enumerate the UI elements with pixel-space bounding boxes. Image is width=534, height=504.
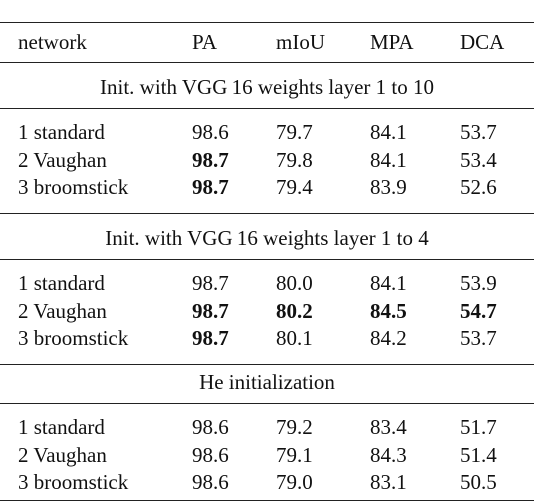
cell: 1 standard	[18, 271, 105, 295]
cell: 98.7	[192, 271, 229, 295]
cell: 98.7	[192, 147, 229, 172]
header-cell: MPA	[370, 30, 414, 54]
cell: 84.1	[370, 147, 407, 172]
cell: 50.5	[460, 470, 497, 494]
rule	[0, 500, 534, 501]
cell: 98.6	[192, 442, 229, 467]
cell: 54.7	[460, 298, 497, 323]
cell: 84.5	[370, 298, 407, 323]
rule	[0, 62, 534, 63]
cell: 79.7	[276, 120, 313, 144]
cell: 79.8	[276, 147, 313, 172]
section-title: Init. with VGG 16 weights layer 1 to 4	[105, 226, 429, 250]
rule	[0, 403, 534, 404]
cell: 98.6	[192, 120, 229, 144]
cell: 3 broomstick	[18, 470, 129, 494]
cell: 53.7	[460, 120, 497, 144]
cell: 79.0	[276, 470, 313, 494]
cell: 84.3	[370, 442, 407, 467]
cell: 98.7	[192, 175, 229, 199]
cell: 84.1	[370, 271, 407, 295]
cell: 2 Vaughan	[18, 442, 107, 467]
rule	[0, 259, 534, 260]
cell: 1 standard	[18, 120, 105, 144]
cell: 3 broomstick	[18, 326, 129, 350]
cell: 52.6	[460, 175, 497, 199]
cell: 83.9	[370, 175, 407, 199]
cell: 1 standard	[18, 415, 105, 439]
cell: 80.0	[276, 271, 313, 295]
header-cell: PA	[192, 30, 217, 54]
section-title: Init. with VGG 16 weights layer 1 to 10	[100, 75, 434, 99]
cell: 84.2	[370, 326, 407, 350]
cell: 79.1	[276, 442, 313, 467]
header-cell: DCA	[460, 30, 505, 54]
cell: 80.1	[276, 326, 313, 350]
cell: 51.7	[460, 415, 497, 439]
rule	[0, 22, 534, 23]
cell: 53.7	[460, 326, 497, 350]
rule	[0, 364, 534, 365]
section-title: He initialization	[199, 370, 335, 394]
header-cell: network	[18, 30, 87, 54]
header-cell: mIoU	[276, 30, 325, 54]
cell: 2 Vaughan	[18, 147, 107, 172]
cell: 84.1	[370, 120, 407, 144]
cell: 83.4	[370, 415, 407, 439]
rule	[0, 108, 534, 109]
cell: 53.9	[460, 271, 497, 295]
cell: 51.4	[460, 442, 497, 467]
cell: 53.4	[460, 147, 497, 172]
cell: 80.2	[276, 298, 313, 323]
cell: 2 Vaughan	[18, 298, 107, 323]
rule	[0, 213, 534, 214]
cell: 79.4	[276, 175, 313, 199]
cell: 98.7	[192, 326, 229, 350]
cell: 98.6	[192, 470, 229, 494]
cell: 83.1	[370, 470, 407, 494]
cell: 3 broomstick	[18, 175, 129, 199]
cell: 98.6	[192, 415, 229, 439]
cell: 79.2	[276, 415, 313, 439]
cell: 98.7	[192, 298, 229, 323]
